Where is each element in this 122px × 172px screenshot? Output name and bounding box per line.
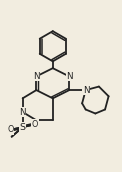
- Text: N: N: [83, 86, 89, 95]
- Text: S: S: [20, 123, 26, 132]
- Text: O: O: [32, 120, 38, 129]
- Text: N: N: [66, 72, 73, 81]
- Text: N: N: [19, 108, 26, 117]
- Text: O: O: [7, 125, 13, 134]
- Text: N: N: [33, 72, 39, 81]
